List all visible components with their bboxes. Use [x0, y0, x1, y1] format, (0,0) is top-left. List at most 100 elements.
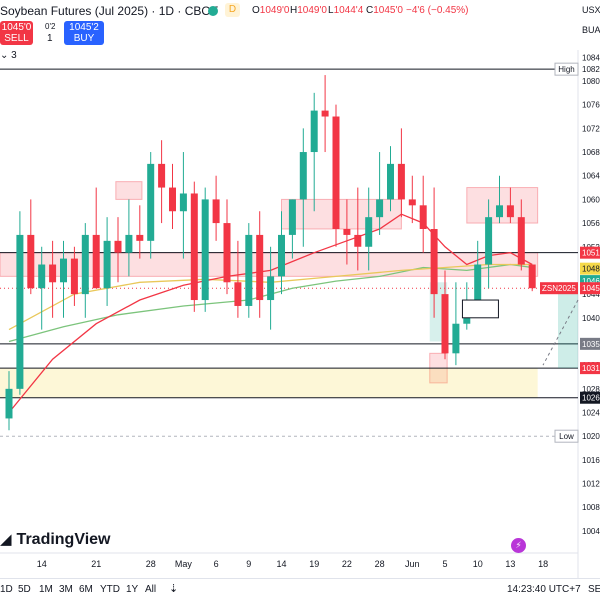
- time-tick-8: 22: [342, 559, 352, 569]
- price-tag-6: 1031: [582, 364, 600, 373]
- high-value: 1082'0: [582, 65, 600, 74]
- price-tag-0: 1051: [582, 249, 600, 258]
- range-all[interactable]: All: [145, 584, 157, 595]
- high-label-box: [554, 62, 579, 76]
- price-tags-layer: High 1082'0 Low 1020'0 1051 1048 1046 ZSN2025 10…: [540, 62, 600, 443]
- clock[interactable]: 14:23:40 UTC+7: [507, 584, 581, 595]
- time-tick-14: 18: [538, 559, 548, 569]
- candle-body-12: [136, 234, 144, 241]
- price-tag-bg-7: [580, 391, 600, 404]
- low-label: Low: [559, 432, 574, 441]
- time-tick-10: Jun: [405, 559, 420, 569]
- low-value: 1020'0: [582, 432, 600, 441]
- price-axis: 1084108210801076107210681064106010561052…: [582, 53, 600, 536]
- range-6m[interactable]: 6M: [79, 584, 93, 595]
- time-tick-12: 10: [473, 559, 483, 569]
- buy-button[interactable]: 1045'2 BUY: [64, 21, 104, 45]
- price-tag-bg-6: [580, 362, 600, 375]
- candle-body-37: [408, 199, 416, 206]
- price-tick-3: 1076: [582, 101, 600, 110]
- candle-body-9: [103, 240, 111, 289]
- zones-layer: [0, 181, 539, 398]
- high-label: High: [558, 65, 574, 74]
- price-tick-19: 1012: [582, 480, 600, 489]
- time-tick-4: 6: [214, 559, 219, 569]
- price-chart[interactable]: 1084108210801076107210681064106010561052…: [0, 0, 600, 578]
- market-open-icon: [208, 6, 218, 16]
- data-delay-badge[interactable]: D: [225, 3, 240, 17]
- right-top-label-1: USX: [582, 5, 600, 15]
- candle-body-3: [38, 264, 46, 289]
- price-tick-21: 1004: [582, 527, 600, 536]
- price-tag-3: ZSN2025: [542, 284, 576, 293]
- price-tag-7: 1026: [582, 394, 600, 403]
- range-bar: 1D 5D 1M 3M 6M YTD 1Y All ⇣ 14:23:40 UTC…: [0, 578, 600, 601]
- annotation-box: [461, 299, 499, 319]
- date-range-icon[interactable]: ⇣: [169, 583, 179, 595]
- scale-button[interactable]: SE: [588, 584, 600, 595]
- price-tag-bg-1: [580, 262, 600, 275]
- candle-body-20: [223, 223, 231, 283]
- time-tick-6: 14: [276, 559, 286, 569]
- candle-body-47: [517, 217, 525, 265]
- range-1y[interactable]: 1Y: [126, 584, 139, 595]
- price-tick-11: 1044: [582, 290, 600, 299]
- price-tag-1: 1048: [582, 265, 600, 274]
- candle-body-32: [354, 234, 362, 247]
- candle-body-24: [267, 276, 275, 301]
- price-tag-bg-4: [580, 282, 600, 295]
- candle-body-27: [299, 152, 307, 200]
- candle-body-43: [474, 264, 482, 306]
- sell-label: SELL: [4, 33, 29, 44]
- time-axis: 14 21 28 May 6 9 14 19 22 28 Jun 5 10 13 18: [37, 559, 548, 569]
- candle-body-35: [387, 163, 394, 200]
- high-value-box: [580, 63, 600, 76]
- tradingview-mark-icon: ◢: [0, 531, 12, 548]
- candle-body-22: [245, 234, 253, 306]
- range-3m[interactable]: 3M: [59, 584, 73, 595]
- time-tick-11: 5: [442, 559, 447, 569]
- price-tick-7: 1060: [582, 195, 600, 204]
- indicators-toggle[interactable]: ⌄ 3: [0, 50, 17, 61]
- sell-button[interactable]: 1045'0 SELL: [0, 21, 33, 45]
- candle-body-30: [332, 116, 340, 229]
- candle-body-23: [256, 234, 264, 301]
- range-5d[interactable]: 5D: [18, 584, 31, 595]
- candle-body-46: [506, 205, 514, 218]
- candle-body-5: [60, 258, 67, 283]
- candle-body-39: [430, 229, 438, 295]
- quantity-field[interactable]: 1: [47, 33, 53, 44]
- price-tag-bg-5: [580, 337, 600, 350]
- ohlc-close: C1045'0: [366, 5, 403, 16]
- candle-body-48: [528, 264, 536, 289]
- price-tick-12: 1040: [582, 314, 600, 323]
- range-ytd[interactable]: YTD: [100, 584, 120, 595]
- range-1d[interactable]: 1D: [0, 584, 13, 595]
- flag-icon[interactable]: ⚡: [511, 538, 526, 553]
- candle-body-2: [27, 234, 35, 289]
- candle-body-36: [397, 163, 405, 200]
- chart-header: Soybean Futures (Jul 2025) · 1D · CBOT D…: [0, 0, 578, 22]
- zone-yellow-6: [0, 368, 538, 398]
- price-tick-16: 1024: [582, 409, 600, 418]
- candle-body-1: [16, 234, 24, 389]
- candle-body-15: [169, 187, 176, 212]
- buy-price: 1045'2: [69, 22, 99, 33]
- candle-body-28: [310, 110, 318, 153]
- price-tag-4: 1045: [582, 284, 600, 293]
- price-tag-2: 1046: [582, 277, 600, 286]
- symbol-title[interactable]: Soybean Futures (Jul 2025) · 1D · CBOT: [0, 4, 219, 18]
- price-tick-5: 1068: [582, 148, 600, 157]
- projection-box: [558, 282, 578, 369]
- price-tick-6: 1064: [582, 172, 600, 181]
- range-1m[interactable]: 1M: [39, 584, 53, 595]
- candle-body-13: [147, 163, 155, 241]
- time-tick-0: 14: [37, 559, 47, 569]
- tradingview-logo[interactable]: ◢ TradingView: [0, 531, 111, 548]
- candle-body-33: [365, 217, 373, 247]
- candle-body-31: [343, 229, 351, 235]
- candle-body-41: [452, 323, 460, 354]
- price-tag-bg-0: [580, 246, 600, 259]
- time-tick-9: 28: [375, 559, 385, 569]
- candle-body-4: [49, 264, 57, 283]
